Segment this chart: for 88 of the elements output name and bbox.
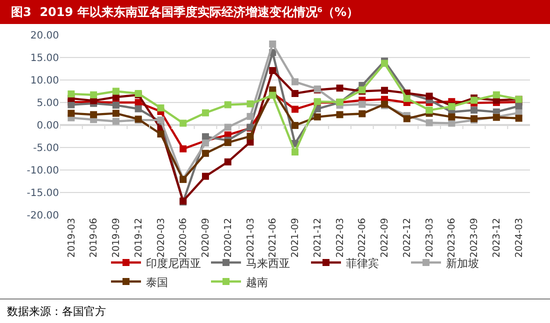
x-tick-label: 2023-12 [492, 218, 503, 258]
legend-label: 越南 [246, 276, 268, 289]
x-tick-label: 2023-06 [446, 218, 458, 258]
chart-title: 图3 2019 年以来东南亚各国季度实际经济增速变化情况⁶（%） [11, 5, 359, 20]
x-tick-label: 2019-03 [66, 218, 78, 258]
point [134, 105, 142, 112]
x-tick-label: 2020-09 [200, 218, 212, 258]
point [470, 96, 478, 104]
point [269, 67, 276, 74]
y-tick-label: 10.00 [30, 76, 59, 86]
point [403, 94, 410, 102]
point [112, 102, 120, 109]
point [112, 118, 120, 125]
x-tick-label: 2020-03 [156, 218, 167, 258]
point [68, 110, 75, 117]
point [202, 172, 209, 180]
point [292, 122, 298, 129]
point [180, 120, 187, 127]
x-tick-label: 2021-09 [290, 218, 302, 258]
point [336, 111, 344, 118]
point [246, 100, 254, 108]
y-tick-label: -10.00 [26, 166, 59, 176]
y-tick-label: -20.00 [26, 210, 59, 222]
legend-label: 新加坡 [446, 256, 479, 270]
x-tick-label: 2023-03 [424, 218, 436, 258]
point [314, 113, 321, 120]
y-tick-label: 15.00 [30, 53, 59, 64]
x-tick-label: 2021-12 [312, 218, 324, 258]
x-tick-label: 2021-03 [245, 218, 256, 258]
x-tick-label: 2023-09 [469, 218, 480, 258]
point [426, 92, 433, 100]
x-tick-label: 2019-12 [133, 218, 144, 258]
x-tick-label: 2019-09 [111, 218, 122, 258]
point [403, 115, 410, 122]
point [515, 102, 522, 110]
point [157, 104, 164, 112]
point [112, 88, 120, 95]
point [224, 101, 232, 108]
point [292, 90, 298, 97]
point [68, 101, 75, 108]
y-tick-label: 20.00 [30, 30, 59, 42]
point [492, 91, 500, 98]
y-tick-label: -15.00 [26, 188, 59, 199]
point [515, 114, 522, 122]
point [246, 112, 254, 120]
point [292, 78, 298, 86]
point [202, 140, 209, 146]
point [470, 106, 478, 114]
x-tick-label: 2022-06 [357, 218, 368, 258]
x-tick-label: 2021-06 [268, 218, 279, 258]
point [292, 106, 298, 113]
point [202, 133, 209, 140]
legend-label: 泰国 [146, 276, 168, 289]
point [112, 110, 120, 117]
point [224, 124, 232, 131]
point [68, 90, 75, 98]
x-tick-label: 2020-06 [178, 218, 190, 258]
point [246, 132, 254, 140]
point [157, 130, 164, 138]
x-tick-label: 2022-12 [402, 218, 413, 258]
point [381, 86, 388, 94]
legend-label: 菲律宾 [346, 256, 379, 270]
x-tick-label: 2024-03 [514, 218, 525, 258]
point [202, 150, 209, 157]
x-tick-label: 2019-06 [88, 218, 100, 258]
point [426, 106, 433, 114]
source-note: 数据来源：各国官方 [7, 305, 106, 318]
point [180, 145, 187, 152]
point [448, 113, 456, 120]
point [224, 139, 232, 146]
point [202, 109, 209, 116]
y-tick-label: 5.00 [36, 98, 59, 109]
legend-label: 印度尼西亚 [146, 256, 201, 270]
point [224, 158, 232, 166]
y-tick-label: -5.00 [33, 143, 59, 154]
point [358, 110, 366, 118]
point [358, 100, 366, 108]
point [90, 111, 98, 118]
y-tick-label: 0.00 [36, 120, 59, 132]
x-tick-label: 2020-12 [222, 218, 234, 258]
point [292, 148, 298, 156]
point [336, 84, 344, 92]
x-tick-label: 2022-09 [380, 218, 391, 258]
point [90, 91, 98, 98]
point [426, 119, 433, 126]
point [269, 40, 276, 48]
x-tick-label: 2022-03 [334, 218, 346, 258]
legend-label: 马来西亚 [246, 256, 290, 270]
